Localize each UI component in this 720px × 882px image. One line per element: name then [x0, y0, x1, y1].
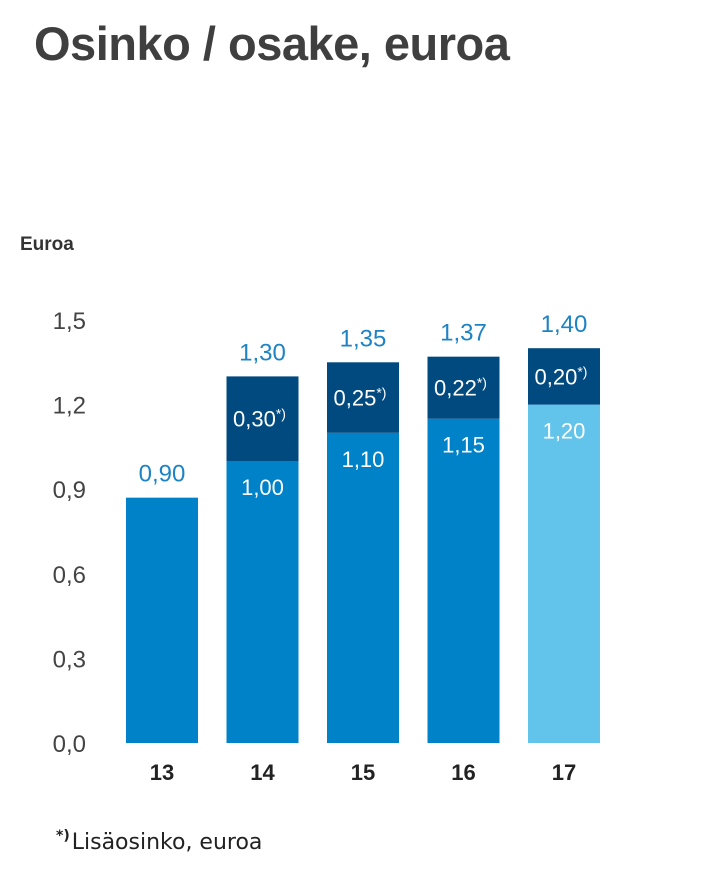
bar-extra-16	[427, 356, 500, 419]
bar-extra-15	[327, 362, 399, 433]
bar-base-label: 1,20	[543, 419, 586, 444]
bar-base-label: 1,00	[241, 475, 284, 500]
y-axis-label: Euroa	[20, 234, 74, 255]
bar-base-label: 1,15	[442, 433, 485, 458]
footnote-marker: *)	[56, 828, 70, 844]
extra-value: 0,22	[434, 376, 477, 401]
bar-extra-label: 0,25*)	[334, 385, 387, 411]
bar-base-13	[126, 497, 198, 743]
bar-total-label: 1,37	[440, 320, 487, 347]
extra-value: 0,25	[334, 386, 377, 411]
extra-value: 0,20	[535, 364, 578, 389]
y-tick-label: 1,2	[53, 393, 86, 420]
y-tick-label: 1,5	[53, 308, 86, 335]
x-tick-label: 17	[552, 760, 576, 785]
bar-extra-14	[226, 376, 299, 461]
bar-base-16	[427, 418, 500, 743]
bar-total-label: 1,30	[239, 339, 286, 366]
extra-marker: *)	[276, 406, 286, 422]
extra-marker: *)	[376, 385, 386, 401]
y-tick-label: 0,3	[53, 646, 86, 673]
bar-extra-label: 0,20*)	[535, 363, 588, 389]
x-tick-label: 14	[250, 760, 275, 785]
extra-value: 0,30	[233, 407, 276, 432]
y-tick-label: 0,0	[53, 731, 86, 758]
x-tick-label: 16	[451, 760, 475, 785]
footnote-text: Lisäosinko, euroa	[71, 830, 263, 855]
extra-marker: *)	[477, 375, 487, 391]
y-tick-label: 0,6	[53, 562, 86, 589]
extra-marker: *)	[577, 363, 587, 379]
chart-title: Osinko / osake, euroa	[34, 17, 510, 70]
bar-extra-17	[528, 348, 600, 405]
bar-base-15	[327, 432, 399, 743]
footnote: *)Lisäosinko, euroa	[56, 828, 262, 855]
bar-total-label: 0,90	[139, 461, 186, 488]
bar-extra-label: 0,22*)	[434, 375, 487, 401]
bar-base-14	[226, 461, 299, 743]
y-tick-label: 0,9	[53, 477, 86, 504]
bar-base-label: 1,10	[342, 447, 385, 472]
x-tick-label: 13	[150, 760, 174, 785]
bar-total-label: 1,40	[541, 311, 588, 338]
bar-base-17	[528, 404, 600, 743]
x-tick-label: 15	[351, 760, 375, 785]
bar-extra-label: 0,30*)	[233, 406, 286, 432]
bar-total-label: 1,35	[340, 325, 387, 352]
